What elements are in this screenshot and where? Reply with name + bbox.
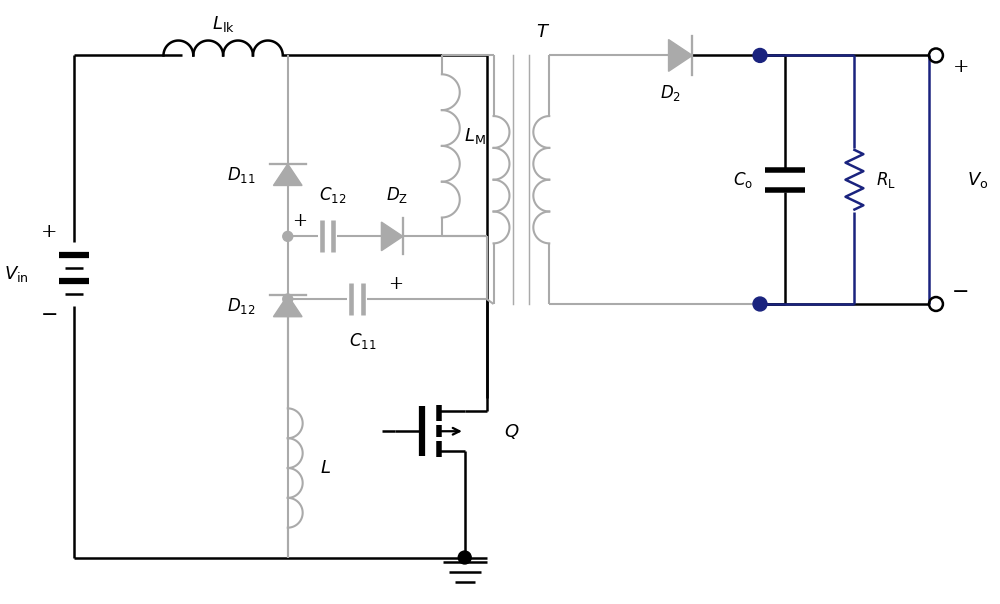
Text: $L_{\rm lk}$: $L_{\rm lk}$ [212,13,235,34]
Text: −: − [40,306,58,326]
Text: −: − [952,283,970,301]
Polygon shape [273,164,302,185]
Text: $R_{\rm L}$: $R_{\rm L}$ [876,170,896,190]
Text: $D_{\rm Z}$: $D_{\rm Z}$ [386,185,408,205]
Text: $C_{12}$: $C_{12}$ [319,185,346,205]
Text: $V_{\rm in}$: $V_{\rm in}$ [4,264,29,284]
Text: $D_{2}$: $D_{2}$ [660,83,681,103]
Text: +: + [953,59,969,76]
Circle shape [753,297,767,311]
Text: +: + [41,223,57,242]
Circle shape [283,231,293,242]
Polygon shape [669,39,692,71]
Text: $D_{12}$: $D_{12}$ [227,296,256,316]
Text: $L$: $L$ [320,459,331,477]
Text: +: + [292,213,307,231]
Text: $D_{11}$: $D_{11}$ [227,165,256,185]
Polygon shape [381,222,403,251]
Text: $T$: $T$ [536,22,550,40]
Text: +: + [388,275,403,293]
Circle shape [283,294,293,304]
Text: $L_{\rm M}$: $L_{\rm M}$ [464,126,485,146]
Polygon shape [273,295,302,316]
Circle shape [753,48,767,62]
Circle shape [458,551,471,564]
Text: $C_{\rm o}$: $C_{\rm o}$ [733,170,753,190]
Text: $Q$: $Q$ [504,422,520,441]
Text: $C_{11}$: $C_{11}$ [349,331,376,351]
Text: $V_{\rm o}$: $V_{\rm o}$ [967,170,988,190]
